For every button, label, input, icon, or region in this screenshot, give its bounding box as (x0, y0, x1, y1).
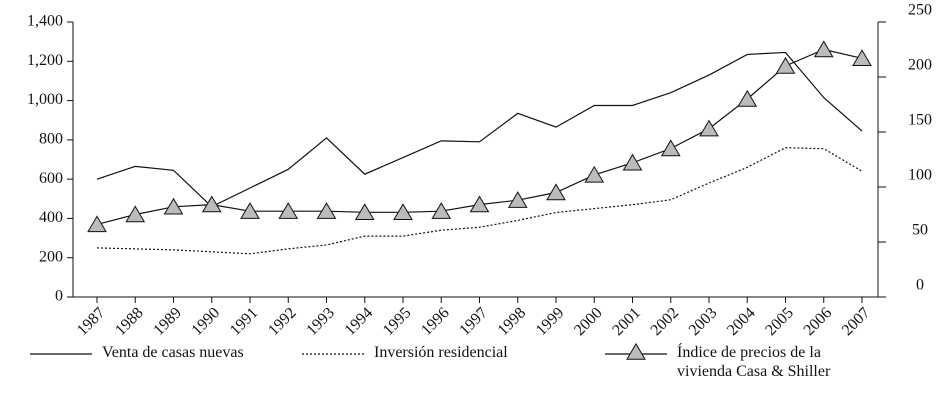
x-tick-label: 1990 (189, 304, 224, 339)
x-tick-label: 1988 (112, 304, 147, 339)
legend-label: Inversión residencial (374, 344, 508, 361)
marker (622, 153, 643, 171)
marker (507, 191, 528, 208)
x-tick-label: 1992 (265, 304, 300, 339)
y2-tick-label: 100 (908, 167, 932, 184)
y2-tick-label: 150 (908, 112, 932, 129)
y2-tick-label: 200 (908, 57, 932, 74)
y-tick-label: 600 (39, 170, 63, 187)
marker (87, 215, 107, 233)
series-line (96, 51, 863, 208)
y-tick-label: 1,400 (27, 13, 63, 30)
marker (240, 202, 260, 219)
y-tick-label: 800 (39, 131, 63, 148)
y-tick-label: 400 (39, 209, 63, 226)
x-tick-label: 1998 (495, 304, 530, 339)
y2-tick-label: 250 (908, 2, 932, 19)
x-tick-label: 2000 (571, 304, 606, 339)
x-tick-label: 1987 (74, 304, 109, 339)
x-tick-label: 2003 (686, 304, 721, 339)
marker (660, 139, 681, 157)
y-tick-label: 1,200 (27, 52, 63, 69)
marker (201, 195, 222, 213)
y-tick-label: 1,000 (27, 91, 63, 108)
marker (584, 165, 605, 183)
marker (699, 119, 719, 137)
x-tick-label: 1989 (150, 304, 185, 339)
y2-tick-label: 50 (912, 222, 928, 239)
marker (469, 195, 490, 213)
x-tick-label: 1999 (533, 304, 568, 339)
y-tick-label: 200 (39, 248, 63, 265)
x-tick-label: 2004 (724, 304, 759, 339)
x-tick-label: 2005 (762, 304, 797, 339)
x-tick-label: 1993 (303, 304, 338, 339)
x-tick-label: 1994 (342, 304, 377, 339)
y-tick-label: 0 (55, 288, 63, 305)
marker (125, 205, 146, 223)
x-tick-label: 1995 (380, 304, 415, 339)
x-tick-label: 1996 (418, 304, 453, 339)
x-tick-label: 1997 (456, 304, 491, 339)
marker (737, 89, 758, 107)
legend-marker (626, 342, 646, 360)
legend-label: Índice de precios de la vivienda Casa & … (677, 344, 831, 380)
legend-label: Venta de casas nuevas (102, 344, 244, 361)
x-tick-label: 2006 (801, 304, 836, 339)
marker (813, 40, 834, 58)
marker (393, 203, 413, 220)
marker (278, 202, 299, 219)
marker (354, 203, 375, 220)
marker (546, 183, 566, 201)
marker (775, 56, 796, 74)
marker (316, 202, 337, 219)
marker (852, 49, 872, 66)
y2-tick-label: 0 (916, 277, 924, 294)
x-tick-label: 1991 (227, 304, 262, 339)
marker (163, 197, 184, 215)
series-line (96, 147, 863, 255)
x-tick-label: 2001 (609, 304, 644, 339)
x-tick-label: 2002 (648, 304, 683, 339)
x-tick-label: 2007 (839, 304, 874, 339)
marker (431, 202, 452, 219)
